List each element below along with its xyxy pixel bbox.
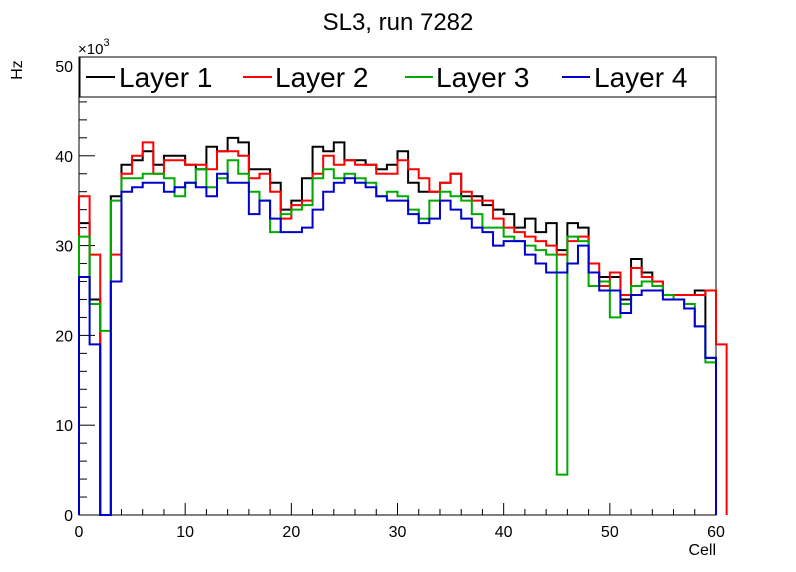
legend-label-3: Layer 3	[436, 62, 529, 93]
legend-box	[79, 56, 717, 98]
legend: Layer 1 Layer 2 Layer 3 Layer 4	[79, 56, 717, 98]
x-tick-label: 20	[282, 524, 300, 541]
x-tick-label: 50	[601, 524, 619, 541]
y-tick-label: 30	[55, 239, 73, 256]
x-tick-label: 40	[495, 524, 513, 541]
y-axis-exponent: ×103	[78, 37, 110, 58]
y-tick-label: 10	[55, 418, 73, 435]
x-axis-label: Cell	[688, 542, 716, 559]
y-tick-label: 20	[55, 328, 73, 345]
series-layer	[78, 136, 728, 516]
y-axis-exponent-power: 3	[103, 37, 109, 49]
series-line-layer-2	[78, 141, 728, 516]
chart-title: SL3, run 7282	[323, 9, 474, 36]
y-tick-label: 50	[55, 59, 73, 76]
legend-label-4: Layer 4	[594, 62, 687, 93]
x-tick-label: 60	[707, 524, 725, 541]
x-tick-label: 30	[389, 524, 407, 541]
y-axis-exponent-base: ×10	[78, 41, 103, 58]
series-line-layer-4	[78, 172, 717, 516]
legend-label-2: Layer 2	[275, 62, 368, 93]
y-tick-label: 40	[55, 149, 73, 166]
series-line-layer-3	[78, 159, 717, 515]
legend-label-1: Layer 1	[119, 62, 212, 93]
x-tick-label: 0	[75, 524, 84, 541]
axis-ticks: 0 10 20 30 40 50 60 0 10 20 30 40 50	[55, 59, 725, 541]
y-axis-label: Hz	[9, 60, 26, 80]
x-tick-label: 10	[176, 524, 194, 541]
y-tick-label: 0	[64, 508, 73, 525]
series-line-layer-1	[78, 136, 717, 516]
